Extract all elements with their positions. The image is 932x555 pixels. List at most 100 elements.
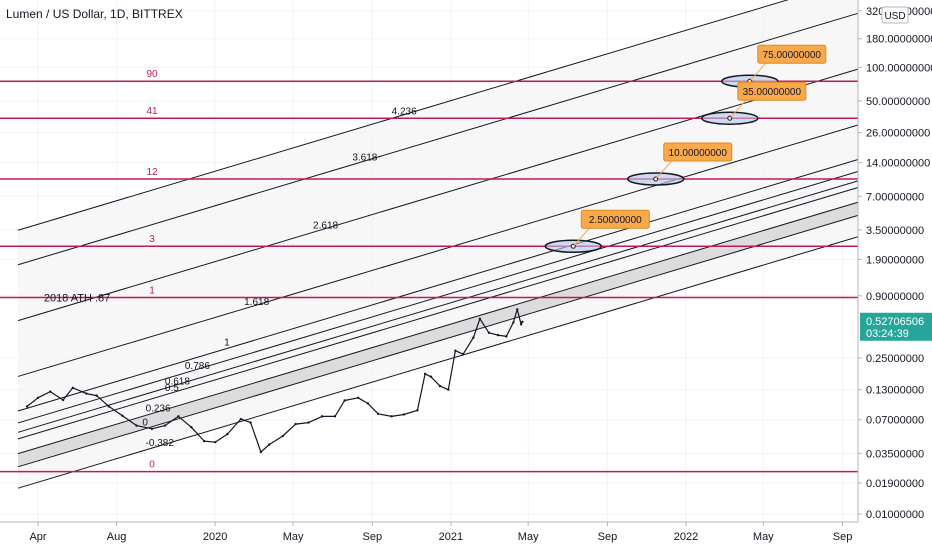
price-point xyxy=(150,427,154,431)
price-point xyxy=(259,450,263,454)
price-point xyxy=(239,417,243,421)
price-point xyxy=(472,336,475,339)
price-point xyxy=(429,375,433,378)
price-point xyxy=(343,399,346,402)
price-point xyxy=(61,398,65,402)
price-point xyxy=(177,415,180,418)
time-axis-tick-label: 2022 xyxy=(674,531,698,543)
fib-channel-line xyxy=(17,124,859,377)
fib-level-label: 0.5 xyxy=(165,383,179,394)
price-point xyxy=(390,415,393,418)
horizontal-level-label: 41 xyxy=(146,106,158,117)
price-point xyxy=(521,320,524,323)
time-axis-tick-label: Sep xyxy=(833,531,853,543)
price-point xyxy=(320,415,324,418)
price-point xyxy=(487,331,491,334)
price-point xyxy=(190,425,193,429)
price-point xyxy=(478,317,482,321)
price-point xyxy=(85,392,88,395)
price-axis-tick-label: 0.25000000 xyxy=(866,353,924,365)
price-point xyxy=(454,349,457,352)
price-axis-tick-label: 14.00000000 xyxy=(866,158,930,170)
fib-channel-line xyxy=(17,0,789,231)
fib-channel-line xyxy=(17,159,859,412)
fib-level-label: 3.618 xyxy=(352,153,377,164)
price-point xyxy=(226,432,229,436)
horizontal-level-label: 3 xyxy=(149,234,155,245)
price-point xyxy=(461,353,465,356)
time-axis-tick-label: Sep xyxy=(363,531,383,543)
fib-level-label: 4.236 xyxy=(392,106,417,117)
fib-channel-band xyxy=(18,69,859,377)
target-callout-pointer xyxy=(729,99,747,119)
target-callout-label: 10.00000000 xyxy=(669,148,728,159)
fib-level-label: 0.786 xyxy=(185,361,210,372)
price-point xyxy=(333,415,337,418)
price-axis-tick-label: 3.50000000 xyxy=(866,225,924,237)
fib-level-label: 0.618 xyxy=(165,376,190,387)
horizontal-level-label: 90 xyxy=(146,69,158,80)
price-point xyxy=(512,321,515,324)
fib-channel-line xyxy=(17,236,859,489)
fib-level-label: 0.236 xyxy=(146,403,171,414)
fib-level-label: 2.618 xyxy=(313,220,338,231)
time-axis-tick-label: May xyxy=(283,531,304,543)
price-point xyxy=(307,421,310,424)
chart-title: Lumen / US Dollar, 1D, BITTREX xyxy=(6,7,183,21)
time-axis-tick-label: Sep xyxy=(598,531,618,543)
currency-badge-label: USD xyxy=(884,11,905,22)
price-point xyxy=(36,396,40,399)
fib-channel-band xyxy=(18,187,859,454)
fib-level-label: 1.618 xyxy=(244,297,269,308)
price-axis-tick-label: 0.07000000 xyxy=(866,415,924,427)
fib-level-label: -0.382 xyxy=(146,438,175,449)
target-callout-label: 2.50000000 xyxy=(589,215,642,226)
time-axis-tick-label: 2020 xyxy=(203,531,227,543)
currency-badge[interactable] xyxy=(881,6,909,24)
horizontal-level-label: 1 xyxy=(149,285,155,296)
fib-channel-line xyxy=(17,186,859,440)
fib-channel-band xyxy=(18,125,859,411)
price-axis-tick-label: 7.00000000 xyxy=(866,191,924,203)
fib-channel-line xyxy=(17,201,859,455)
price-axis-tick-label: 0.90000000 xyxy=(866,291,924,303)
price-point xyxy=(366,402,370,405)
last-price-tag xyxy=(860,312,932,341)
price-axis-tick-label: 1.90000000 xyxy=(866,255,924,267)
price-line xyxy=(26,308,523,453)
horizontal-level-label: 12 xyxy=(146,167,158,178)
target-callout-label: 75.00000000 xyxy=(763,50,822,61)
price-axis-tick-label: 180.00000000 xyxy=(866,34,932,46)
time-axis-tick-label: May xyxy=(753,531,774,543)
fib-channel-band xyxy=(18,171,859,433)
price-axis-tick-label: 0.13000000 xyxy=(866,385,924,397)
target-callout-box xyxy=(757,44,827,64)
target-callout-pointer xyxy=(655,160,673,180)
price-point xyxy=(496,333,500,337)
fib-channel-band xyxy=(18,0,858,265)
time-axis-tick-label: Aug xyxy=(107,531,127,543)
price-point xyxy=(516,308,519,311)
fib-level-label: 1 xyxy=(224,337,230,348)
target-callout-box xyxy=(663,142,733,162)
price-point xyxy=(213,441,217,444)
ath-annotation: 2018 ATH .87 xyxy=(44,292,110,304)
time-axis-tick-label: Apr xyxy=(29,531,46,543)
fib-channel-band xyxy=(18,215,859,489)
fib-channel-band xyxy=(18,13,859,321)
price-point xyxy=(135,424,138,427)
horizontal-level-label: 0 xyxy=(149,460,155,471)
price-point xyxy=(423,372,427,376)
price-point xyxy=(95,394,98,397)
price-point xyxy=(416,409,419,412)
fib-channel-line xyxy=(17,180,859,433)
price-axis-tick-label: 0.01000000 xyxy=(866,509,924,521)
target-callout-pointer xyxy=(572,227,590,247)
last-price-countdown: 03:24:39 xyxy=(866,328,909,340)
price-axis-tick-label: 50.00000000 xyxy=(866,96,930,108)
price-point xyxy=(71,386,74,390)
price-point xyxy=(447,388,450,391)
price-point xyxy=(376,412,380,416)
